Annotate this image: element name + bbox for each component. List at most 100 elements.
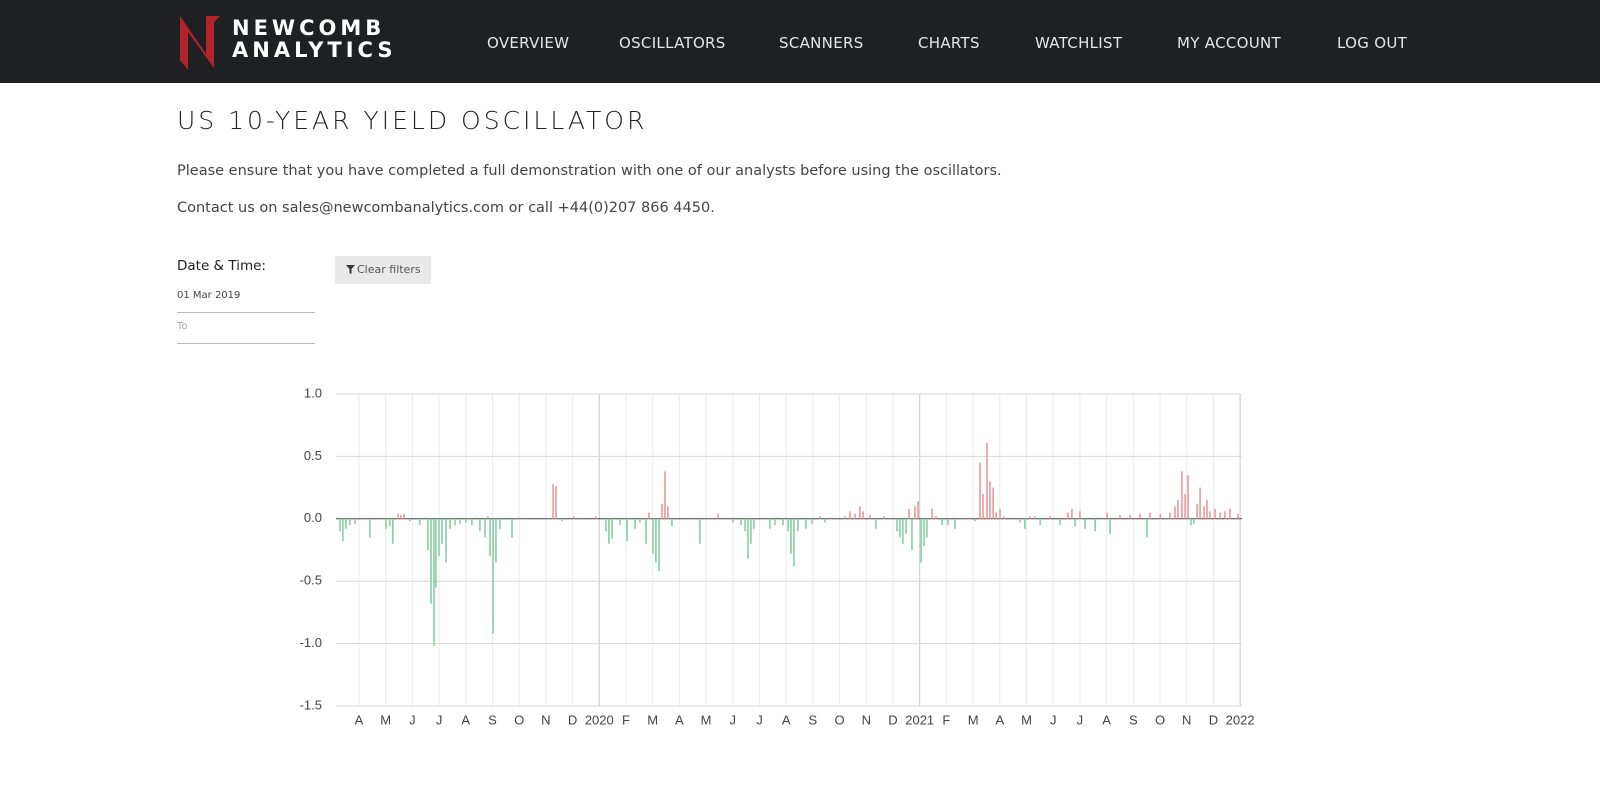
bar <box>750 518 752 544</box>
date-to[interactable]: To <box>177 321 315 344</box>
x-tick-label: D <box>568 712 577 727</box>
x-tick-label: M <box>968 712 979 727</box>
logo-text[interactable]: NEWCOMB <box>232 16 386 40</box>
x-tick-label: 2020 <box>585 712 614 727</box>
nav-item[interactable]: CHARTS <box>918 34 980 52</box>
x-tick-label: F <box>942 712 950 727</box>
bar <box>1159 513 1162 519</box>
bar <box>605 518 607 532</box>
bar <box>1079 511 1081 519</box>
y-tick-label: 0.5 <box>304 448 322 463</box>
nav-item[interactable]: OVERVIEW <box>487 34 570 52</box>
bar <box>639 518 641 523</box>
bar <box>744 518 746 532</box>
x-tick-label: A <box>355 712 364 727</box>
bar <box>824 518 826 523</box>
x-tick-label: N <box>541 712 550 727</box>
bar <box>923 518 925 547</box>
bar <box>354 518 356 524</box>
bar <box>1019 518 1021 523</box>
bar <box>645 518 647 544</box>
header: NEWCOMB ANALYTICS OVERVIEW OSCILLATORS S… <box>0 0 1600 83</box>
nav-item[interactable]: MY ACCOUNT <box>1177 34 1281 52</box>
bar <box>1074 518 1076 527</box>
bar <box>435 518 437 588</box>
date-from[interactable]: 01 Mar 2019 <box>177 290 315 313</box>
bar <box>1190 518 1192 526</box>
x-tick-label: D <box>888 712 897 727</box>
bar <box>664 471 666 519</box>
bar <box>954 518 956 529</box>
bar <box>1196 503 1198 519</box>
bar <box>740 518 742 526</box>
bar <box>995 512 997 519</box>
bar <box>753 518 755 529</box>
bar <box>769 518 771 529</box>
bar <box>608 518 610 544</box>
bar <box>619 518 621 526</box>
bar <box>1003 516 1005 519</box>
bar <box>492 518 494 634</box>
bar <box>732 518 734 523</box>
bar <box>920 518 922 563</box>
contact: Contact us on sales@newcombanalytics.com… <box>177 200 715 216</box>
bar <box>339 518 341 532</box>
bar <box>911 518 913 550</box>
bar <box>854 513 856 519</box>
bar <box>489 518 491 557</box>
bar <box>1106 512 1108 519</box>
bar <box>1149 512 1151 519</box>
bar <box>652 518 654 554</box>
bar <box>459 518 461 524</box>
bar <box>438 518 440 557</box>
bar <box>552 483 554 519</box>
bar <box>999 508 1001 519</box>
bar <box>1199 487 1201 519</box>
x-tick-label: S <box>488 712 497 727</box>
bar <box>369 518 371 538</box>
bar <box>400 515 402 519</box>
bar <box>797 518 799 532</box>
x-tick-label: J <box>1050 712 1057 727</box>
bar <box>914 506 916 519</box>
bar <box>433 518 435 647</box>
bar <box>896 518 898 532</box>
bar <box>1129 515 1131 519</box>
bar <box>1193 518 1195 524</box>
nav-item[interactable]: LOG OUT <box>1337 34 1408 52</box>
bar <box>1067 512 1069 519</box>
bar <box>982 493 984 519</box>
nav-item[interactable]: SCANNERS <box>779 34 864 52</box>
bar <box>717 513 719 519</box>
bar <box>979 462 981 519</box>
filter-label: Date & Time: <box>177 258 266 274</box>
nav-item[interactable]: WATCHLIST <box>1035 34 1123 52</box>
x-tick-label: A <box>461 712 470 727</box>
bar <box>986 442 988 519</box>
bar <box>471 518 473 526</box>
bar <box>829 517 831 519</box>
x-tick-label: M <box>380 712 391 727</box>
bar <box>1034 516 1036 519</box>
x-tick-label: N <box>1182 712 1191 727</box>
bar <box>479 518 481 532</box>
bar <box>499 518 501 529</box>
logo-text[interactable]: ANALYTICS <box>232 38 397 62</box>
bar <box>862 511 864 519</box>
bar <box>1059 518 1061 526</box>
bar <box>793 518 795 567</box>
bar <box>805 518 807 529</box>
bar <box>484 518 486 538</box>
bar <box>774 518 776 526</box>
x-tick-label: O <box>1155 712 1165 727</box>
nav-item[interactable]: OSCILLATORS <box>619 34 726 52</box>
bar <box>1109 518 1111 534</box>
notice: Please ensure that you have completed a … <box>177 163 1002 179</box>
bar <box>1237 513 1239 519</box>
bar <box>392 518 394 544</box>
bar <box>883 516 885 519</box>
bar <box>1146 518 1148 538</box>
bar <box>1214 508 1216 519</box>
